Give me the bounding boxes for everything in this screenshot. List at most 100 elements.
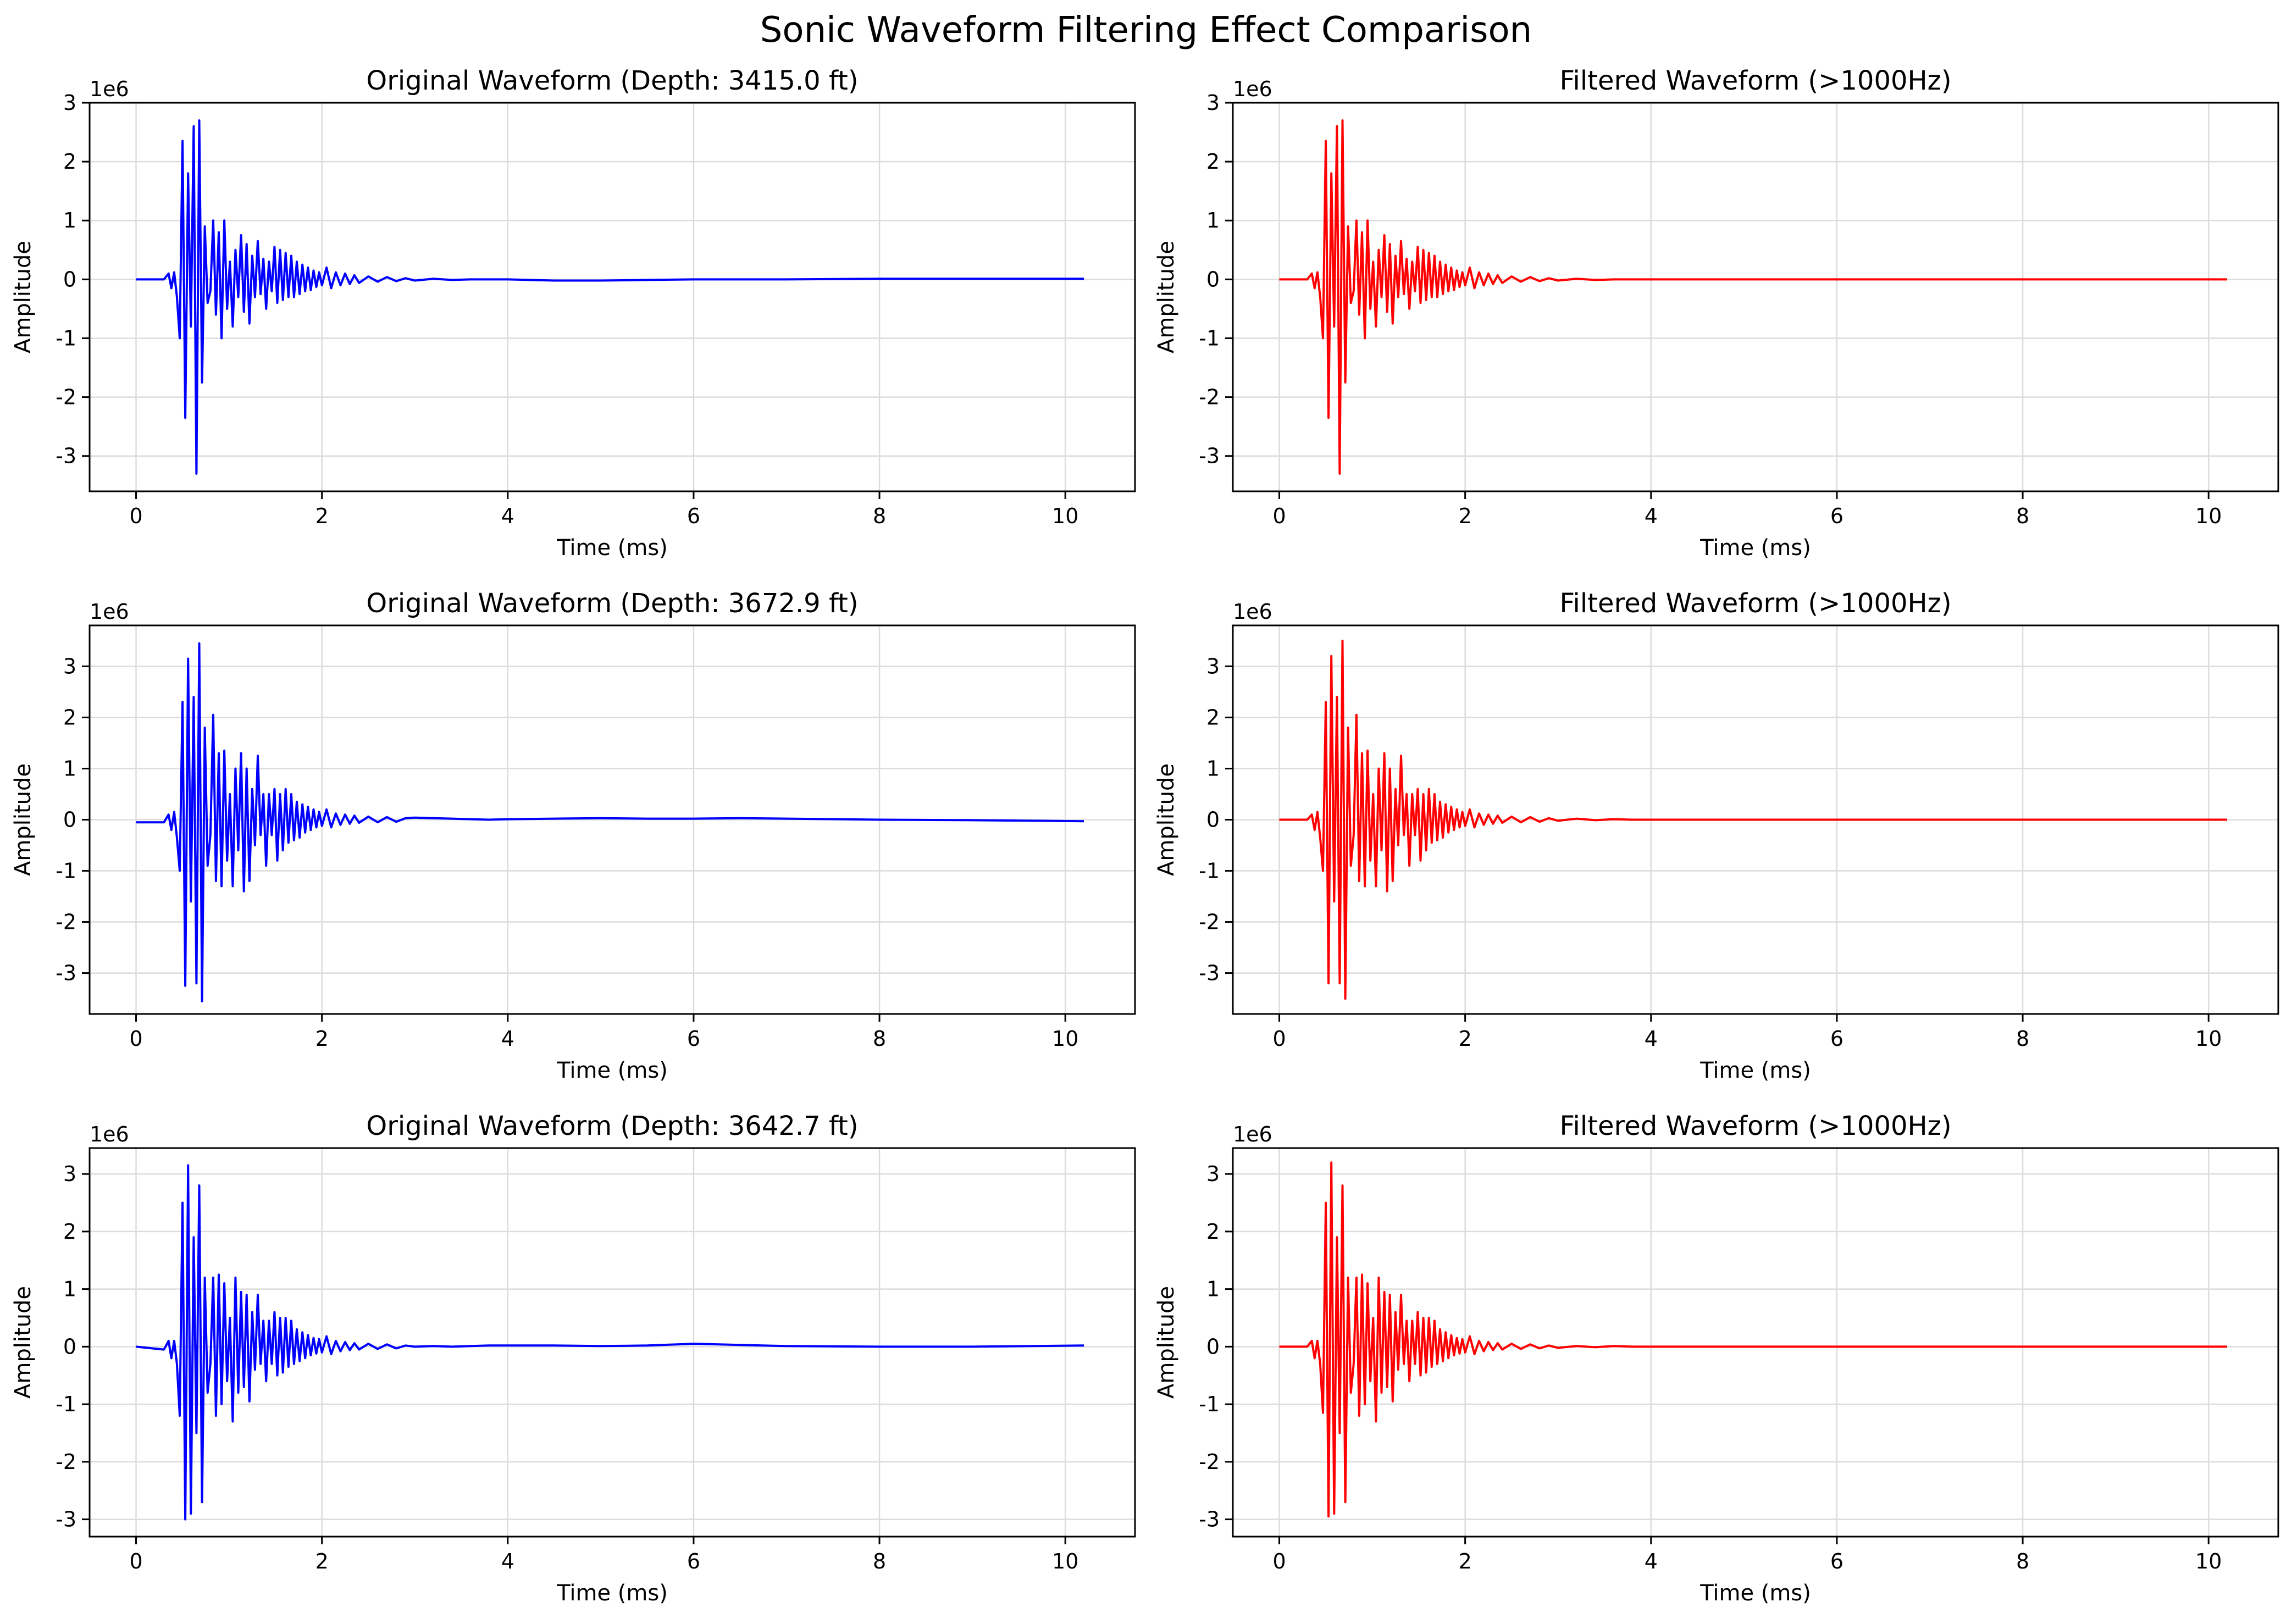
subplot-5: 0 2 4 6 8 10 -3 -2 -1 0 1 2 3 1e6 Original Waveform (D… xyxy=(10,1111,1136,1606)
waveform-line xyxy=(1279,119,2227,475)
y-tick-label: 0 xyxy=(1206,808,1220,832)
y-tick-label: 1 xyxy=(1206,756,1220,780)
x-tick-label: 8 xyxy=(873,1549,886,1573)
x-tick-label: 8 xyxy=(873,504,886,528)
x-tick-label: 4 xyxy=(501,1549,514,1573)
y-tick-label: 3 xyxy=(1206,654,1220,678)
y-tick-label: 1 xyxy=(1206,208,1220,232)
x-tick-label: 4 xyxy=(501,504,514,528)
y-tick-label: -2 xyxy=(56,385,76,409)
y-tick-label: 2 xyxy=(63,705,76,729)
x-tick-label: 0 xyxy=(1272,1027,1286,1051)
y-tick-label: 0 xyxy=(63,1334,76,1359)
subplot-title: Original Waveform (Depth: 3415.0 ft) xyxy=(366,65,858,96)
y-offset-text: 1e6 xyxy=(90,1122,129,1146)
x-tick-label: 6 xyxy=(1830,1549,1843,1573)
x-tick-label: 2 xyxy=(1459,1549,1472,1573)
x-tick-label: 4 xyxy=(1645,1027,1658,1051)
x-tick-label: 0 xyxy=(1272,1549,1286,1573)
y-tick-label: -2 xyxy=(56,1450,76,1474)
y-tick-label: -1 xyxy=(56,1392,76,1416)
y-tick-label: -2 xyxy=(1199,385,1220,409)
x-tick-label: 2 xyxy=(315,1027,329,1051)
y-tick-label: 2 xyxy=(63,149,76,174)
x-tick-label: 2 xyxy=(1459,1027,1472,1051)
x-tick-label: 6 xyxy=(1830,1027,1843,1051)
waveform-line xyxy=(136,1164,1084,1521)
y-tick-label: 3 xyxy=(1206,91,1220,115)
x-tick-label: 10 xyxy=(1052,1549,1078,1573)
axes-frame xyxy=(88,102,1136,492)
x-tick-label: 8 xyxy=(873,1027,886,1051)
axes-frame xyxy=(88,1147,1136,1538)
x-axis-label: Time (ms) xyxy=(556,535,668,561)
y-tick-label: -1 xyxy=(56,859,76,883)
x-tick-label: 2 xyxy=(1459,504,1472,528)
subplot-4: 0 2 4 6 8 10 -3 -2 -1 0 1 2 3 1e6 Filtered Waveform (>… xyxy=(1154,588,2279,1083)
x-tick-label: 0 xyxy=(129,1027,142,1051)
x-tick-label: 0 xyxy=(129,504,142,528)
x-tick-label: 10 xyxy=(1052,504,1078,528)
y-tick-label: 0 xyxy=(1206,1334,1220,1359)
subplot-title: Filtered Waveform (>1000Hz) xyxy=(1559,1111,1951,1141)
x-tick-label: 8 xyxy=(2016,1549,2029,1573)
y-axis-label: Amplitude xyxy=(1154,1286,1179,1399)
y-axis-label: Amplitude xyxy=(1154,241,1179,353)
y-tick-label: -2 xyxy=(1199,910,1220,934)
waveform-line xyxy=(1279,639,2227,1000)
y-tick-label: 2 xyxy=(1206,1220,1220,1244)
y-tick-label: -1 xyxy=(1199,1392,1220,1416)
waveform-line xyxy=(136,642,1084,1002)
y-tick-label: 2 xyxy=(63,1220,76,1244)
y-axis-label: Amplitude xyxy=(10,1286,36,1399)
y-tick-label: 3 xyxy=(63,1162,76,1186)
subplot-2: 0 2 4 6 8 10 -3 -2 -1 0 1 2 3 1e6 Filtered Waveform (>… xyxy=(1154,65,2279,561)
y-tick-label: 0 xyxy=(1206,267,1220,291)
y-tick-label: -3 xyxy=(56,444,76,468)
y-tick-label: 2 xyxy=(1206,705,1220,729)
x-tick-label: 10 xyxy=(1052,1027,1078,1051)
figure-title: Sonic Waveform Filtering Effect Comparis… xyxy=(760,10,1532,51)
y-offset-text: 1e6 xyxy=(1233,600,1272,624)
x-tick-label: 6 xyxy=(687,1549,700,1573)
subplot-title: Original Waveform (Depth: 3672.9 ft) xyxy=(366,588,858,619)
y-tick-label: -3 xyxy=(56,1507,76,1532)
subplot-3: 0 2 4 6 8 10 -3 -2 -1 0 1 2 3 1e6 Original Waveform (D… xyxy=(10,588,1136,1083)
x-tick-label: 6 xyxy=(687,504,700,528)
y-tick-label: 1 xyxy=(1206,1277,1220,1301)
waveform-line xyxy=(1279,1161,2227,1518)
x-tick-label: 6 xyxy=(1830,504,1843,528)
y-tick-label: 3 xyxy=(63,91,76,115)
y-tick-label: -3 xyxy=(1199,444,1220,468)
y-axis-label: Amplitude xyxy=(1154,763,1179,876)
subplot-title: Filtered Waveform (>1000Hz) xyxy=(1559,588,1951,619)
y-axis-label: Amplitude xyxy=(10,241,36,353)
subplot-title: Original Waveform (Depth: 3642.7 ft) xyxy=(366,1111,858,1141)
y-tick-label: 1 xyxy=(63,756,76,780)
y-tick-label: -1 xyxy=(1199,326,1220,350)
y-tick-label: -3 xyxy=(56,961,76,985)
x-tick-label: 2 xyxy=(315,1549,329,1573)
x-tick-label: 4 xyxy=(501,1027,514,1051)
x-axis-label: Time (ms) xyxy=(556,1058,668,1083)
y-tick-label: 2 xyxy=(1206,149,1220,174)
y-tick-label: -2 xyxy=(1199,1450,1220,1474)
y-tick-label: 3 xyxy=(1206,1162,1220,1186)
y-tick-label: 1 xyxy=(63,208,76,232)
x-tick-label: 10 xyxy=(2195,504,2222,528)
axes-frame xyxy=(1232,102,2279,492)
x-tick-label: 0 xyxy=(129,1549,142,1573)
y-tick-label: -1 xyxy=(1199,859,1220,883)
y-tick-label: 3 xyxy=(63,654,76,678)
y-offset-text: 1e6 xyxy=(1233,77,1272,101)
waveform-line xyxy=(136,119,1084,475)
y-offset-text: 1e6 xyxy=(90,600,129,624)
y-offset-text: 1e6 xyxy=(90,77,129,101)
x-axis-label: Time (ms) xyxy=(1699,535,1811,561)
y-offset-text: 1e6 xyxy=(1233,1122,1272,1146)
subplot-title: Filtered Waveform (>1000Hz) xyxy=(1559,65,1951,96)
x-tick-label: 6 xyxy=(687,1027,700,1051)
y-tick-label: -1 xyxy=(56,326,76,350)
x-axis-label: Time (ms) xyxy=(1699,1581,1811,1606)
